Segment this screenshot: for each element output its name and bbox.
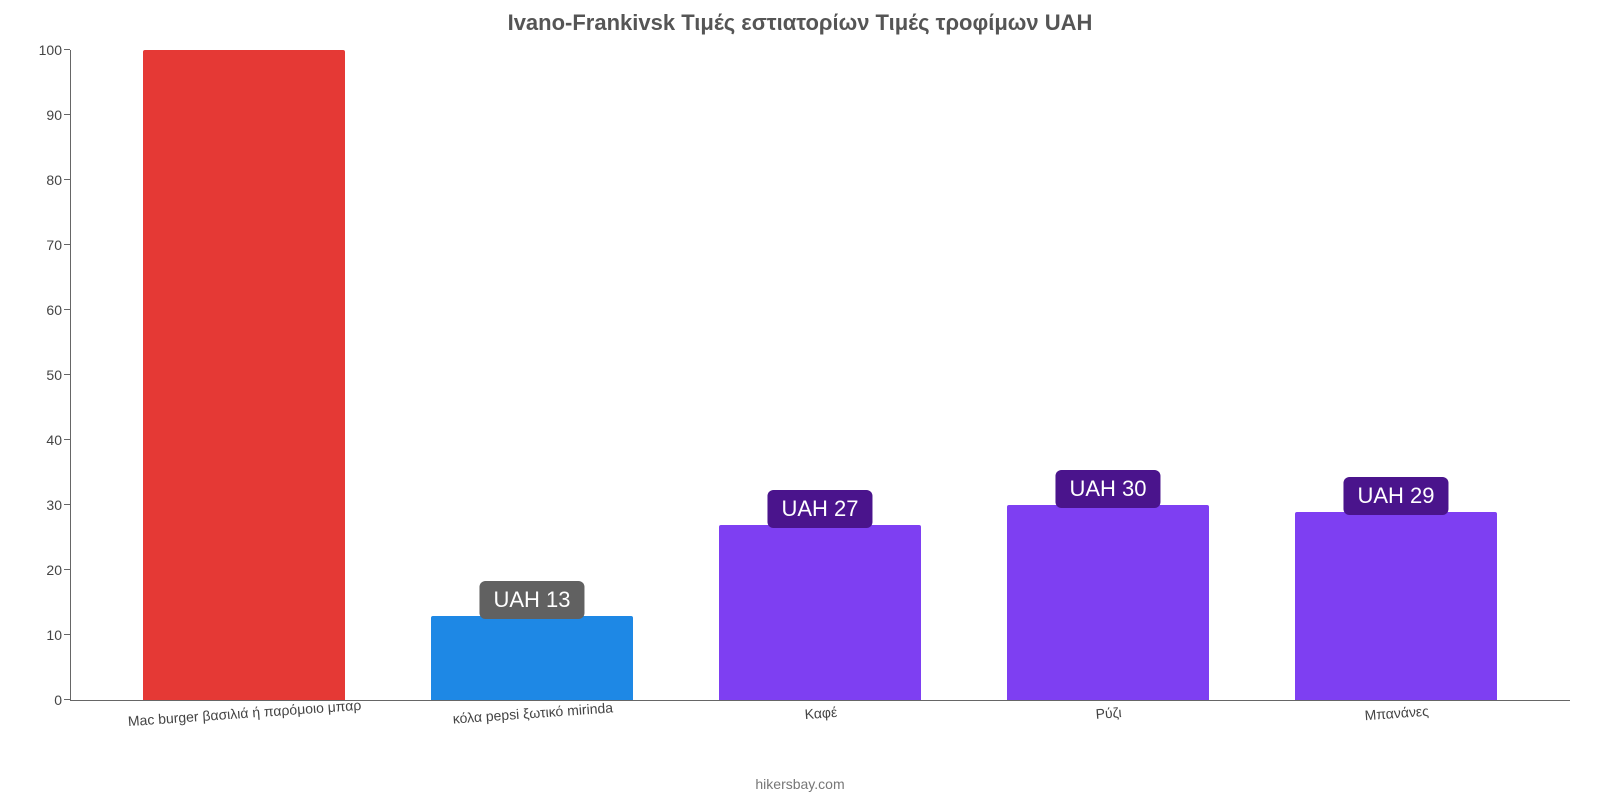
bar-slot: UAH 100 bbox=[100, 50, 388, 700]
x-label: κόλα pepsi ξωτικό mirinda bbox=[388, 705, 676, 765]
bar-cola: UAH 13 bbox=[431, 616, 633, 701]
x-label: Ρύζι bbox=[964, 705, 1252, 765]
y-tick: 30 bbox=[2, 497, 62, 513]
y-tick: 80 bbox=[2, 172, 62, 188]
bar-value-label: UAH 29 bbox=[1343, 477, 1448, 515]
bar-coffee: UAH 27 bbox=[719, 525, 921, 701]
x-label-text: Μπανάνες bbox=[1364, 703, 1429, 723]
bar-rice: UAH 30 bbox=[1007, 505, 1209, 700]
x-label: Καφέ bbox=[676, 705, 964, 765]
y-tick: 10 bbox=[2, 627, 62, 643]
x-label-text: Ρύζι bbox=[1095, 704, 1122, 722]
y-tick: 50 bbox=[2, 367, 62, 383]
y-tick: 100 bbox=[2, 42, 62, 58]
bar-slot: UAH 13 bbox=[388, 50, 676, 700]
y-tick: 40 bbox=[2, 432, 62, 448]
x-axis-labels: Mac burger βασιλιά ή παρόμοιο μπαρ κόλα … bbox=[70, 705, 1570, 765]
y-tick: 0 bbox=[2, 692, 62, 708]
bar-slot: UAH 27 bbox=[676, 50, 964, 700]
bar-mac-burger: UAH 100 bbox=[143, 50, 345, 700]
y-axis: 100 90 80 70 60 50 40 30 20 10 0 bbox=[0, 50, 70, 700]
x-label-text: Mac burger βασιλιά ή παρόμοιο μπαρ bbox=[127, 697, 361, 729]
bar-value-label: UAH 27 bbox=[767, 490, 872, 528]
chart-title: Ivano-Frankivsk Τιμές εστιατορίων Τιμές … bbox=[0, 0, 1600, 42]
bar-bananas: UAH 29 bbox=[1295, 512, 1497, 701]
bar-slot: UAH 29 bbox=[1252, 50, 1540, 700]
x-label-text: Καφέ bbox=[804, 704, 838, 722]
y-tick: 90 bbox=[2, 107, 62, 123]
bars-group: UAH 100 UAH 13 UAH 27 UAH 30 bbox=[70, 50, 1570, 700]
bar-value-label: UAH 30 bbox=[1055, 470, 1160, 508]
source-attribution: hikersbay.com bbox=[0, 776, 1600, 792]
bar-slot: UAH 30 bbox=[964, 50, 1252, 700]
x-label-text: κόλα pepsi ξωτικό mirinda bbox=[452, 699, 613, 726]
bar-value-label: UAH 13 bbox=[479, 581, 584, 619]
plot-area: UAH 100 UAH 13 UAH 27 UAH 30 bbox=[70, 50, 1570, 700]
chart-container: Ivano-Frankivsk Τιμές εστιατορίων Τιμές … bbox=[0, 0, 1600, 800]
x-label: Mac burger βασιλιά ή παρόμοιο μπαρ bbox=[100, 705, 388, 765]
y-tick: 70 bbox=[2, 237, 62, 253]
x-label: Μπανάνες bbox=[1252, 705, 1540, 765]
y-tick: 60 bbox=[2, 302, 62, 318]
y-tick: 20 bbox=[2, 562, 62, 578]
